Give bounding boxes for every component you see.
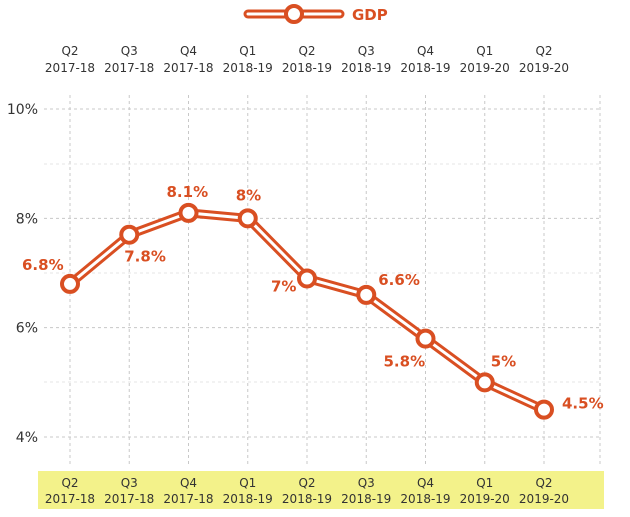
x-tick-label-bottom-quarter: Q2 bbox=[298, 476, 315, 490]
x-tick-label-bottom-quarter: Q3 bbox=[358, 476, 375, 490]
x-tick-label-bottom-year: 2019-20 bbox=[519, 492, 569, 506]
category-band-background bbox=[38, 471, 604, 509]
x-tick-label-top-year: 2018-19 bbox=[341, 61, 391, 75]
axis-layer: 4% 6% 8% 10% Q2 2017-18 Q2 2017-18 Q3 2017-18 Q3 20… bbox=[7, 44, 569, 506]
x-tick-label-top-quarter: Q1 bbox=[239, 44, 256, 58]
x-tick-label-bottom-year: 2019-20 bbox=[460, 492, 510, 506]
x-tick-label-top-quarter: Q1 bbox=[476, 44, 493, 58]
x-tick-label-bottom-quarter: Q1 bbox=[476, 476, 493, 490]
x-tick-label-top-year: 2019-20 bbox=[460, 61, 510, 75]
x-tick-label-bottom-quarter: Q3 bbox=[121, 476, 138, 490]
bottom-category-band bbox=[38, 471, 604, 509]
data-label-layer: 6.8% 7.8% 8.1% 8% 7% 6.6% 5.8% 5% 4.5% bbox=[22, 183, 604, 413]
gdp-data-point bbox=[415, 328, 436, 349]
x-tick-label-bottom-quarter: Q2 bbox=[61, 476, 78, 490]
x-tick-label-bottom-quarter: Q2 bbox=[535, 476, 552, 490]
legend-marker bbox=[284, 4, 304, 24]
gdp-data-point bbox=[237, 208, 258, 229]
y-tick-label: 4% bbox=[16, 430, 38, 446]
x-tick-label-bottom-year: 2018-19 bbox=[223, 492, 273, 506]
x-tick-label-top-year: 2018-19 bbox=[223, 61, 273, 75]
x-tick-label-bottom-quarter: Q4 bbox=[417, 476, 434, 490]
x-tick-label-bottom-quarter: Q1 bbox=[239, 476, 256, 490]
x-tick-label-top-quarter: Q2 bbox=[535, 44, 552, 58]
gdp-data-point bbox=[356, 284, 377, 305]
gdp-data-point bbox=[178, 202, 199, 223]
x-tick-label-top-quarter: Q3 bbox=[358, 44, 375, 58]
gdp-data-point bbox=[60, 273, 80, 294]
gdp-data-label: 7.8% bbox=[124, 248, 166, 266]
x-tick-label-bottom-year: 2017-18 bbox=[163, 492, 213, 506]
x-tick-label-bottom-quarter: Q4 bbox=[180, 476, 197, 490]
x-tick-label-top-quarter: Q4 bbox=[417, 44, 434, 58]
legend: GDP bbox=[243, 4, 388, 24]
x-tick-label-top-year: 2018-19 bbox=[400, 61, 450, 75]
gdp-data-point bbox=[474, 372, 495, 393]
x-tick-label-top-year: 2017-18 bbox=[104, 61, 154, 75]
gdp-data-label: 4.5% bbox=[562, 395, 604, 413]
legend-label: GDP bbox=[352, 6, 388, 24]
x-tick-label-bottom-year: 2017-18 bbox=[45, 492, 95, 506]
y-tick-label: 6% bbox=[16, 321, 38, 337]
gdp-data-point bbox=[534, 399, 554, 420]
x-tick-label-top-quarter: Q2 bbox=[298, 44, 315, 58]
x-tick-label-bottom-year: 2018-19 bbox=[282, 492, 332, 506]
gdp-data-point bbox=[297, 268, 317, 289]
gdp-data-label: 8.1% bbox=[167, 183, 209, 201]
gdp-data-label: 5.8% bbox=[384, 353, 426, 371]
gdp-data-label: 7% bbox=[271, 277, 296, 295]
x-tick-label-bottom-year: 2017-18 bbox=[104, 492, 154, 506]
y-tick-label: 8% bbox=[16, 211, 38, 227]
gdp-data-label: 6.8% bbox=[22, 256, 64, 274]
x-tick-label-top-year: 2018-19 bbox=[282, 61, 332, 75]
gdp-data-label: 5% bbox=[491, 352, 516, 370]
grid-layer bbox=[44, 95, 601, 465]
gdp-data-label: 8% bbox=[236, 186, 261, 204]
x-tick-label-top-quarter: Q4 bbox=[180, 44, 197, 58]
x-tick-label-top-year: 2017-18 bbox=[45, 61, 95, 75]
series-layer bbox=[60, 202, 554, 420]
gdp-data-point bbox=[119, 224, 140, 245]
x-tick-label-bottom-year: 2018-19 bbox=[341, 492, 391, 506]
x-tick-label-top-year: 2019-20 bbox=[519, 61, 569, 75]
x-tick-label-bottom-year: 2018-19 bbox=[400, 492, 450, 506]
x-tick-label-top-year: 2017-18 bbox=[163, 61, 213, 75]
x-tick-label-top-quarter: Q2 bbox=[61, 44, 78, 58]
y-tick-label: 10% bbox=[7, 102, 38, 118]
gdp-data-label: 6.6% bbox=[378, 271, 420, 289]
x-tick-label-top-quarter: Q3 bbox=[121, 44, 138, 58]
